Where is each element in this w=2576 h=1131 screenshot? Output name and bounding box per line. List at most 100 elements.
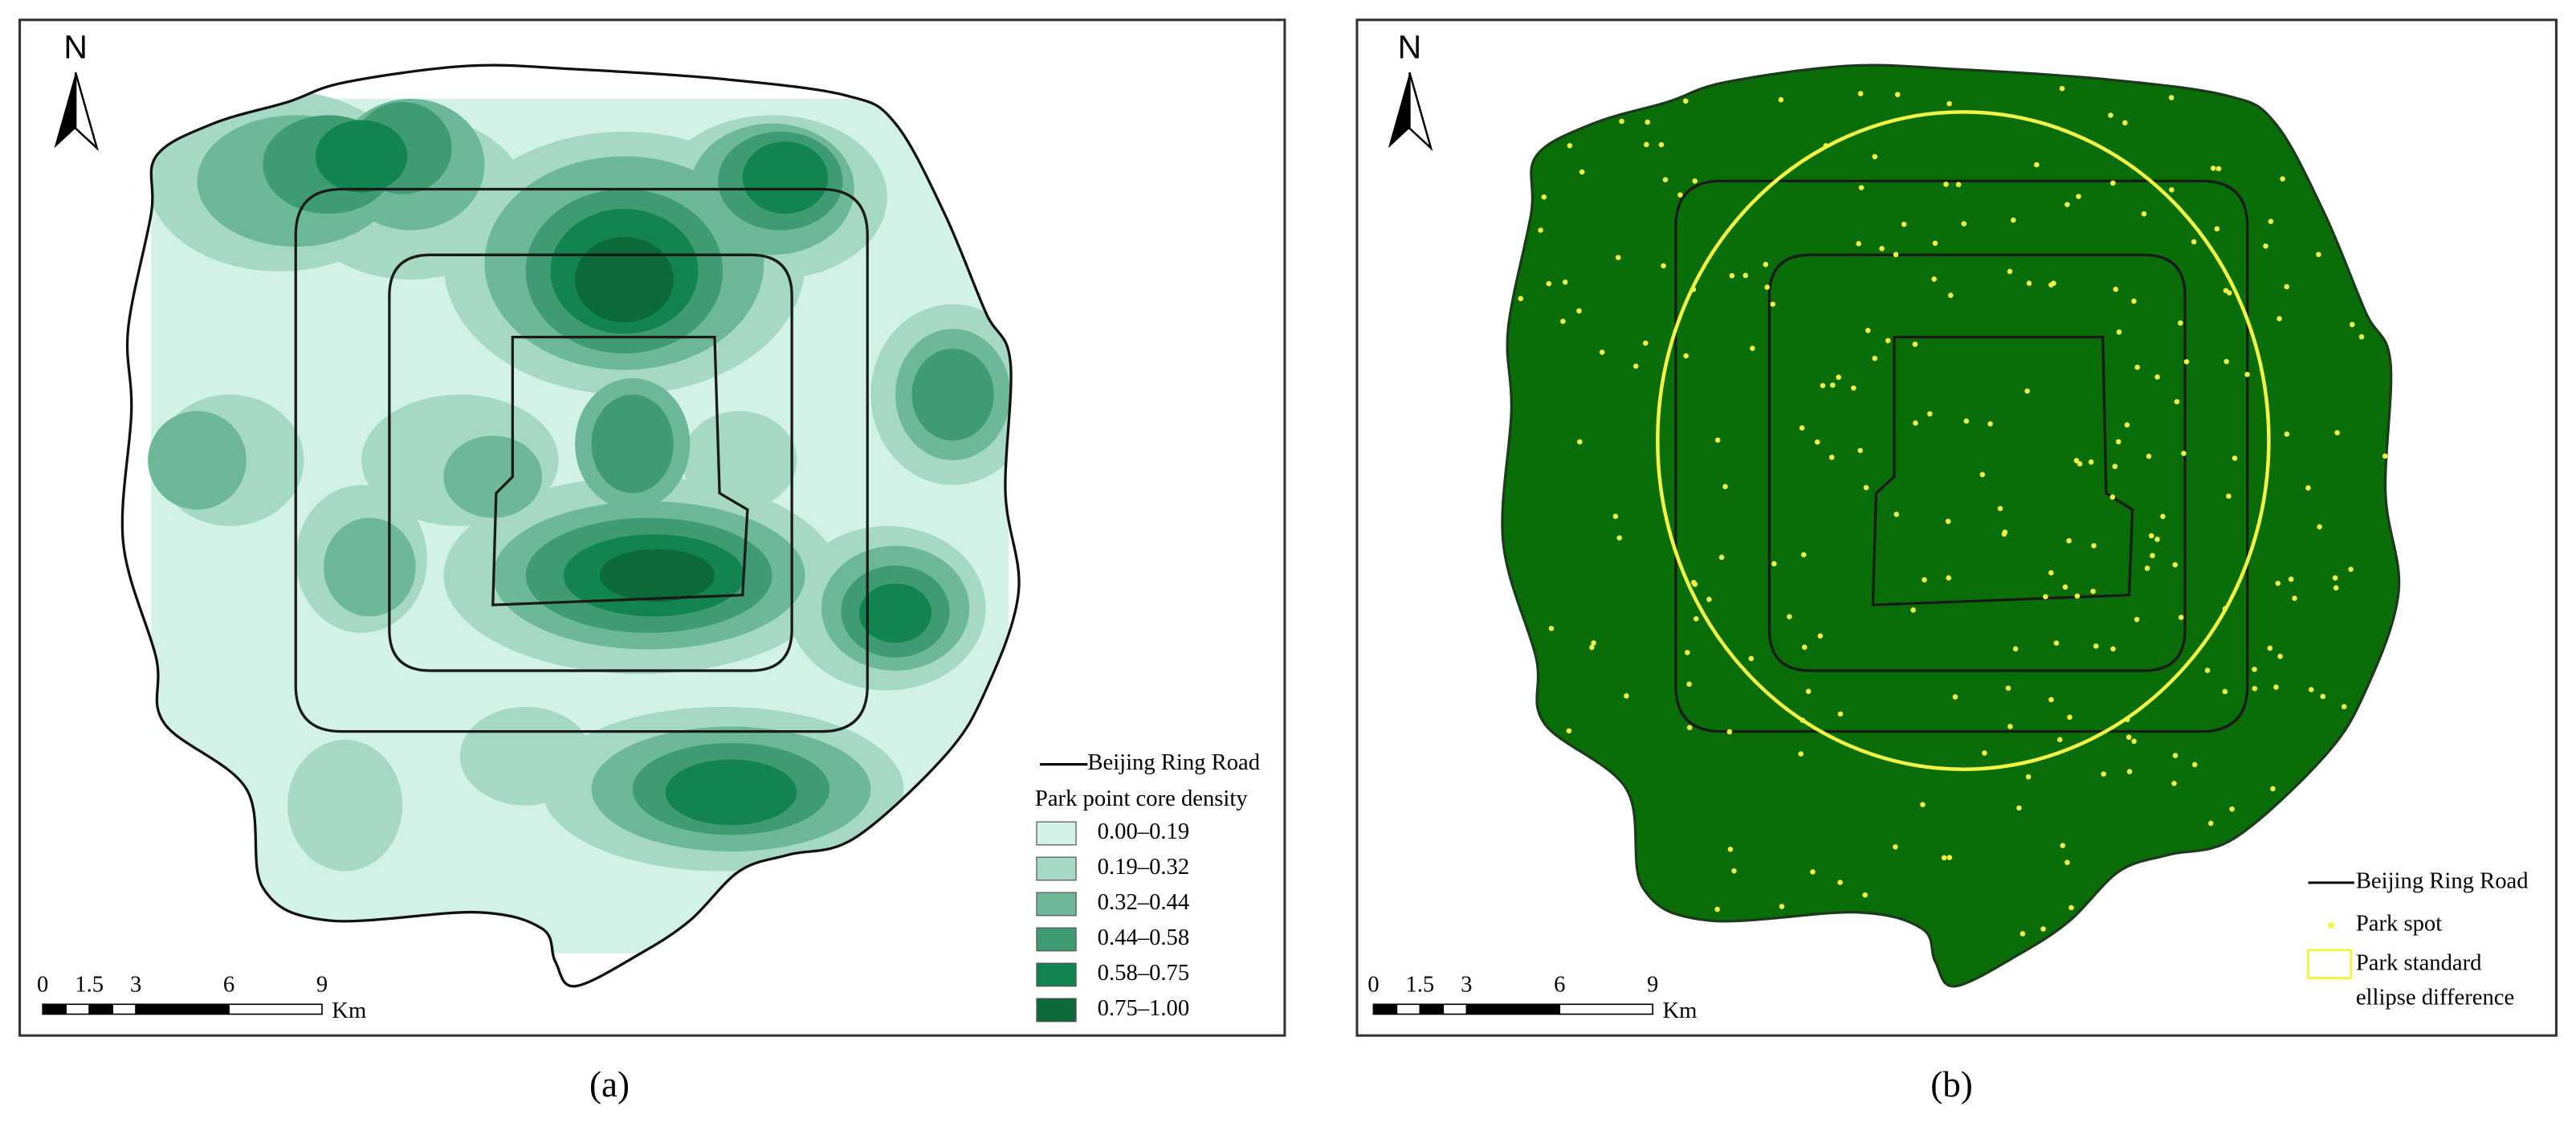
scale-segment xyxy=(88,1003,113,1015)
park-spot xyxy=(1714,437,1721,443)
park-spot xyxy=(1828,455,1835,460)
park-spot xyxy=(2112,463,2118,469)
scale-tick-label: 6 xyxy=(223,971,234,997)
legend-label: Park spot xyxy=(2356,911,2442,937)
park-spot xyxy=(1947,292,1954,298)
park-spot xyxy=(2171,780,2177,786)
park-spot xyxy=(1644,141,1649,148)
park-spot xyxy=(1817,633,1824,639)
park-spot xyxy=(1750,345,1755,351)
scale-tick-label: 9 xyxy=(316,971,328,997)
park-spot xyxy=(1799,425,1805,431)
park-spot xyxy=(2043,594,2048,600)
park-spot xyxy=(2110,646,2116,652)
ring-road xyxy=(1674,179,2249,733)
scale-tick-label: 3 xyxy=(130,971,141,997)
park-spot xyxy=(2275,580,2281,586)
park-spot xyxy=(1566,728,1572,734)
park-spot xyxy=(2284,431,2290,437)
park-spot xyxy=(2267,645,2273,651)
legend-swatch xyxy=(1036,821,1077,846)
park-spot xyxy=(1961,221,1967,227)
ring-road xyxy=(294,187,869,733)
park-spot xyxy=(1932,240,1938,247)
park-spot xyxy=(2016,805,2022,811)
scale-segment xyxy=(1442,1003,1468,1015)
park-spot xyxy=(1729,272,1735,279)
density-zone xyxy=(443,435,543,518)
park-spot xyxy=(1548,626,1555,631)
park-spot xyxy=(2263,243,2268,249)
park-spot xyxy=(2076,194,2081,199)
park-spot xyxy=(1893,512,1900,517)
park-spot xyxy=(1706,596,1712,602)
park-spot xyxy=(1591,640,1596,646)
park-spot xyxy=(1693,616,1699,622)
park-spot xyxy=(2179,614,2184,620)
park-spot xyxy=(2060,843,2065,848)
park-spot xyxy=(1912,341,1918,347)
park-spot xyxy=(2110,180,2116,186)
park-spot xyxy=(2168,95,2175,100)
north-arrow xyxy=(1388,72,1410,149)
park-spot xyxy=(2108,112,2113,118)
park-spot xyxy=(2181,451,2187,456)
park-spot xyxy=(2059,85,2065,92)
park-spot xyxy=(1801,644,1808,650)
park-spot xyxy=(1787,614,1792,619)
scale-tick-label: 0 xyxy=(1367,971,1379,997)
legend-swatch xyxy=(1036,927,1077,952)
park-spot xyxy=(2051,280,2056,286)
park-spot xyxy=(2024,388,2030,394)
density-surface xyxy=(148,90,1020,953)
park-spot xyxy=(2252,667,2257,672)
park-spot xyxy=(1686,681,1692,687)
scale-segment xyxy=(65,1003,90,1015)
park-spot xyxy=(1963,418,1970,424)
park-spot xyxy=(1599,349,1605,355)
park-spot xyxy=(2169,187,2175,193)
legend-spot xyxy=(2328,921,2335,929)
legend-label: 0.44–0.58 xyxy=(1098,925,1190,950)
park-spot xyxy=(1893,844,1898,850)
park-spot xyxy=(2215,165,2222,172)
park-spot xyxy=(2214,226,2220,232)
park-spot xyxy=(1922,577,1927,583)
scale-tick-label: 9 xyxy=(1647,971,1658,997)
park-spot xyxy=(1690,286,1697,292)
scale-segment xyxy=(1465,1003,1561,1015)
park-spot xyxy=(2223,288,2229,294)
legend-label: 0.19–0.32 xyxy=(1098,854,1190,880)
park-spot xyxy=(2048,696,2054,703)
caption: (b) xyxy=(1930,1064,1972,1104)
park-spot xyxy=(1820,382,1826,389)
north-label: N xyxy=(63,28,88,65)
park-spot xyxy=(1742,272,1748,279)
park-spot xyxy=(1612,513,1619,520)
park-spot xyxy=(2270,786,2276,792)
park-spot xyxy=(1946,100,1952,107)
park-spot xyxy=(1862,892,1868,898)
park-spot xyxy=(2025,774,2032,780)
park-spot xyxy=(2040,926,2046,932)
park-spot xyxy=(1692,178,1698,184)
park-spot xyxy=(2276,316,2282,322)
scale-segment xyxy=(42,1003,67,1015)
park-spot xyxy=(2074,593,2081,599)
park-spot xyxy=(2066,537,2072,544)
density-zone xyxy=(324,517,416,617)
park-spot xyxy=(1800,717,1806,723)
park-spot xyxy=(2207,820,2214,827)
park-spot xyxy=(2126,769,2133,774)
park-spot xyxy=(2305,485,2311,491)
park-spot xyxy=(1624,693,1629,699)
scale-segment xyxy=(112,1003,137,1015)
park-spot xyxy=(1518,296,1523,301)
park-spot xyxy=(1858,185,1865,190)
park-spot xyxy=(2141,210,2147,217)
park-spot xyxy=(1931,276,1937,282)
park-spot xyxy=(2334,430,2340,435)
park-spot xyxy=(1865,328,1871,333)
park-spot xyxy=(1857,447,1863,454)
